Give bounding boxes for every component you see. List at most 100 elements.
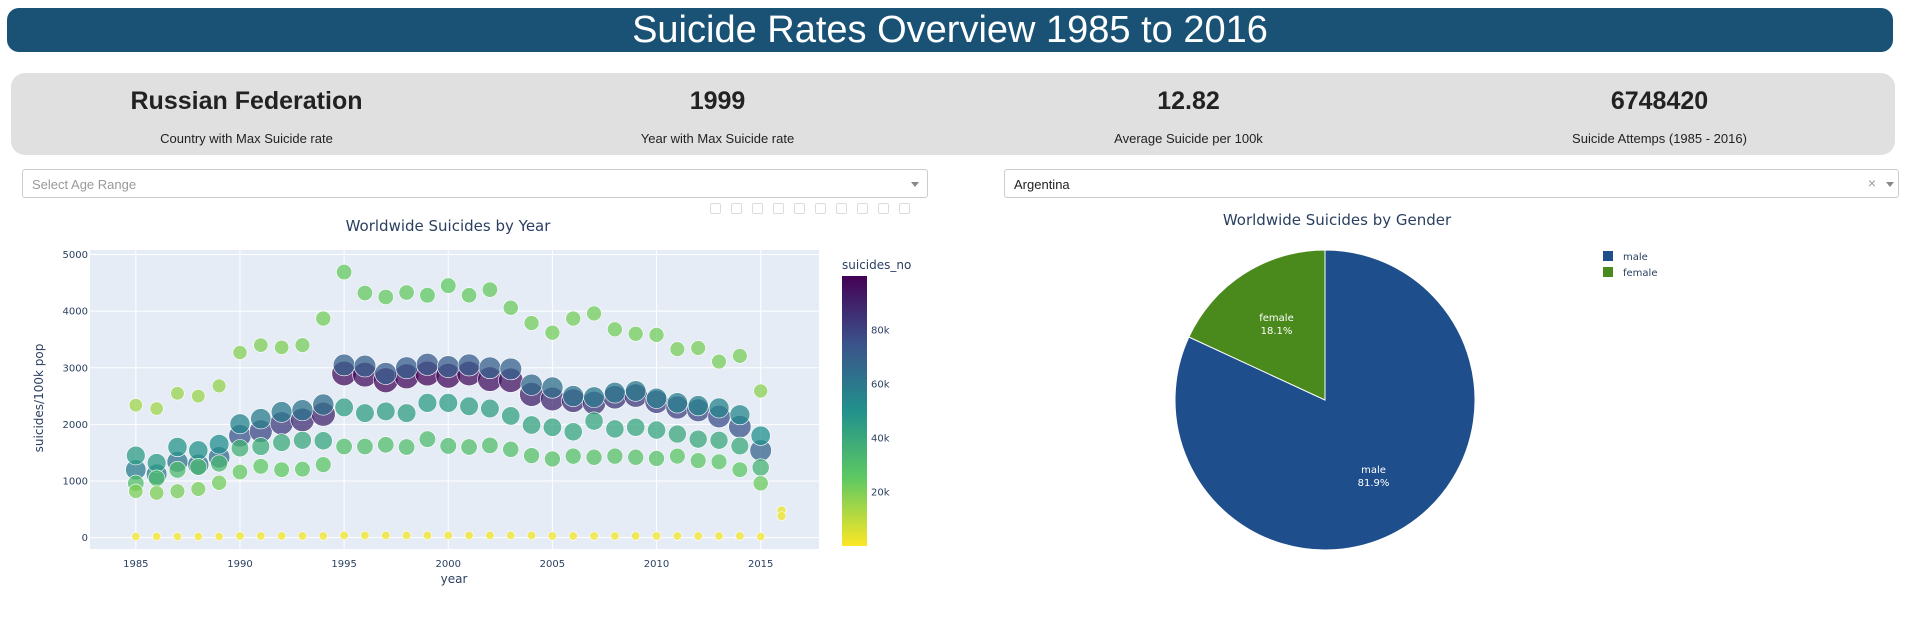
scatter-point[interactable] — [294, 337, 311, 353]
scatter-point[interactable] — [506, 530, 516, 541]
scatter-point[interactable] — [627, 448, 645, 466]
scatter-point[interactable] — [583, 386, 605, 408]
scatter-point[interactable] — [756, 532, 766, 542]
scatter-point[interactable] — [232, 345, 248, 360]
scatter-point[interactable] — [211, 378, 227, 394]
scatter-point[interactable] — [312, 393, 335, 416]
autoscale-icon[interactable] — [857, 203, 868, 214]
scatter-point[interactable] — [563, 422, 583, 442]
scatter-point[interactable] — [315, 456, 332, 473]
scatter-point[interactable] — [690, 340, 706, 356]
scatter-point[interactable] — [735, 531, 745, 541]
scatter-point[interactable] — [672, 531, 682, 541]
scatter-point[interactable] — [188, 440, 209, 461]
scatter-point[interactable] — [256, 531, 266, 541]
scatter-point[interactable] — [753, 383, 768, 399]
scatter-point[interactable] — [547, 531, 557, 541]
scatter-point[interactable] — [729, 404, 751, 426]
scatter-point[interactable] — [395, 356, 418, 380]
scatter-point[interactable] — [190, 481, 207, 497]
legend-item-female[interactable]: female — [1623, 268, 1657, 279]
scatter-point[interactable] — [485, 530, 495, 541]
scatter-point[interactable] — [170, 386, 185, 401]
scatter-point[interactable] — [251, 437, 270, 456]
country-dropdown[interactable]: Argentina × — [1004, 169, 1899, 198]
scatter-point[interactable] — [710, 453, 728, 470]
scatter-point[interactable] — [526, 530, 537, 541]
scatter-point[interactable] — [149, 401, 164, 416]
scatter-point[interactable] — [398, 284, 415, 301]
scatter-point[interactable] — [459, 396, 479, 416]
scatter-point[interactable] — [313, 431, 333, 451]
scatter-point[interactable] — [731, 461, 748, 478]
scatter-point[interactable] — [273, 461, 290, 478]
scatter-point[interactable] — [235, 531, 245, 541]
scatter-point[interactable] — [627, 326, 644, 342]
scatter-point[interactable] — [231, 463, 248, 480]
zoom-out-icon[interactable] — [836, 203, 847, 214]
scatter-point[interactable] — [148, 469, 166, 487]
scatter-point[interactable] — [229, 413, 251, 435]
scatter-point[interactable] — [169, 483, 186, 499]
scatter-point[interactable] — [439, 437, 457, 455]
scatter-point[interactable] — [709, 430, 729, 450]
scatter-point[interactable] — [334, 397, 354, 418]
scatter-point[interactable] — [647, 420, 666, 440]
scatter-point[interactable] — [502, 299, 519, 316]
scatter-point[interactable] — [422, 530, 433, 541]
scatter-point[interactable] — [669, 341, 686, 357]
scatter-point[interactable] — [732, 348, 748, 364]
scatter-point[interactable] — [464, 530, 474, 541]
scatter-point[interactable] — [356, 438, 374, 456]
scatter-point[interactable] — [209, 434, 230, 455]
scatter-point[interactable] — [565, 310, 582, 327]
scatter-point[interactable] — [128, 483, 144, 499]
scatter-point[interactable] — [480, 398, 500, 419]
scatter-point[interactable] — [128, 398, 143, 413]
scatter-point[interactable] — [688, 429, 708, 449]
scatter-point[interactable] — [523, 315, 540, 331]
scatter-point[interactable] — [562, 385, 585, 407]
scatter-point[interactable] — [440, 277, 457, 294]
scatter-point[interactable] — [457, 353, 481, 377]
scatter-point[interactable] — [396, 403, 417, 423]
scatter-point[interactable] — [355, 403, 375, 423]
scatter-point[interactable] — [626, 417, 646, 437]
reset-axes-icon[interactable] — [878, 203, 889, 214]
scatter-point[interactable] — [336, 264, 353, 281]
scatter-point[interactable] — [693, 531, 703, 541]
scatter-point[interactable] — [564, 447, 582, 465]
zoom-icon[interactable] — [731, 203, 742, 214]
scatter-point[interactable] — [168, 461, 187, 479]
scatter-point[interactable] — [714, 531, 724, 541]
scatter-point[interactable] — [776, 511, 787, 521]
scatter-point[interactable] — [167, 437, 188, 457]
scatter-point[interactable] — [522, 415, 542, 435]
scatter-point[interactable] — [417, 393, 438, 413]
scatter-point[interactable] — [651, 531, 662, 541]
scatter-point[interactable] — [360, 530, 370, 541]
scatter-point[interactable] — [274, 339, 290, 355]
scatter-point[interactable] — [648, 327, 665, 343]
scatter-point[interactable] — [586, 305, 602, 322]
scatter-point[interactable] — [377, 289, 394, 306]
legend-item-male[interactable]: male — [1623, 252, 1648, 263]
scatter-point[interactable] — [353, 354, 377, 378]
scatter-point[interactable] — [277, 531, 287, 541]
scatter-point[interactable] — [318, 531, 328, 541]
scatter-point[interactable] — [398, 438, 416, 456]
scatter-point[interactable] — [750, 425, 771, 446]
scatter-point[interactable] — [253, 337, 269, 353]
scatter-point[interactable] — [481, 281, 498, 298]
scatter-point[interactable] — [708, 397, 730, 419]
scatter-point[interactable] — [669, 447, 686, 465]
pan-icon[interactable] — [752, 203, 763, 214]
scatter-point[interactable] — [189, 458, 208, 476]
scatter-point[interactable] — [460, 438, 478, 456]
scatter-point[interactable] — [502, 440, 520, 458]
scatter-point[interactable] — [689, 452, 707, 469]
scatter-point[interactable] — [631, 531, 641, 541]
scatter-point[interactable] — [335, 438, 353, 456]
scatter-point[interactable] — [376, 401, 396, 421]
scatter-point[interactable] — [152, 532, 162, 542]
